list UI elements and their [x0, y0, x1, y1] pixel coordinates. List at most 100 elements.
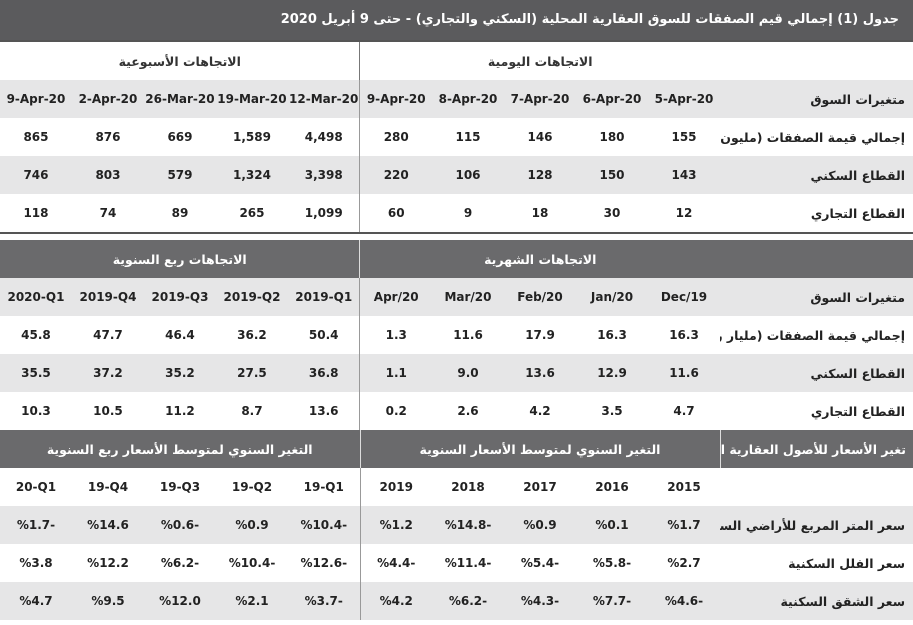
- group-row: تغير الأسعار للأصول العقارية السكنيةالتغ…: [0, 430, 913, 468]
- cell-value: %14.6: [87, 518, 129, 532]
- column-header: 2019-Q4: [79, 290, 137, 304]
- group-header: التغير السنوي لمتوسط الأسعار السنوية: [359, 430, 720, 468]
- column-header: 5-Apr-20: [654, 92, 714, 106]
- cell-value: 4.7: [673, 404, 695, 418]
- cell-value: %9.5: [91, 594, 125, 608]
- section-table: الاتجاهات الشهرية الاتجاهات ربع السنوية مت…: [0, 240, 913, 430]
- column-header: 2019-Q1: [295, 290, 353, 304]
- cell-value: %12.6-: [300, 556, 348, 570]
- column-header: 7-Apr-20: [510, 92, 570, 106]
- data-row: القطاع السكني 143 150 128 106 220 3,398 1,324 57…: [0, 156, 913, 194]
- group-header: الاتجاهات اليومية: [359, 40, 720, 80]
- group-header: الاتجاهات ربع السنوية: [0, 240, 360, 278]
- data-row: سعر المتر المربع للأراضي السكنية %1.7 %0.1…: [0, 506, 913, 544]
- column-header: 6-Apr-20: [582, 92, 642, 106]
- column-header: 20-Q1: [15, 480, 57, 494]
- column-header: 2015: [667, 480, 701, 494]
- column-header: 2019-Q3: [151, 290, 209, 304]
- cell-value: 4,498: [304, 130, 343, 144]
- column-header: 19-Q4: [87, 480, 129, 494]
- cell-value: 13.6: [308, 404, 339, 418]
- cell-value: %2.1: [235, 594, 269, 608]
- cell-value: 4.2: [529, 404, 551, 418]
- cell-value: 17.9: [525, 328, 555, 342]
- cell-value: %5.4-: [520, 556, 560, 570]
- data-row: القطاع السكني 11.6 12.9 13.6 9.0 1.1 36.8 27.5 3…: [0, 354, 913, 392]
- column-header: 2-Apr-20: [78, 92, 138, 106]
- data-row: القطاع التجاري 12 30 18 9 60 1,099 265 89 74 118: [0, 194, 913, 233]
- cell-value: 8.7: [241, 404, 263, 418]
- cell-value: 27.5: [237, 366, 267, 380]
- cell-value: 37.2: [93, 366, 123, 380]
- cell-value: %2.7: [667, 556, 701, 570]
- cell-value: 12: [675, 206, 693, 220]
- column-header: 2020-Q1: [7, 290, 65, 304]
- cell-value: 36.8: [308, 366, 339, 380]
- section-title: [720, 40, 913, 80]
- cell-value: 1,099: [304, 206, 343, 220]
- cell-value: 180: [599, 130, 625, 144]
- cell-value: 3,398: [304, 168, 343, 182]
- column-header: 26-Mar-20: [145, 92, 215, 106]
- column-header: 9-Apr-20: [6, 92, 66, 106]
- column-header: 2019: [359, 468, 432, 506]
- cell-value: 746: [23, 168, 49, 182]
- cell-value: 0.2: [359, 392, 432, 430]
- cell-value: 35.2: [165, 366, 195, 380]
- cell-value: 16.3: [597, 328, 627, 342]
- column-header: 8-Apr-20: [438, 92, 498, 106]
- cell-value: %4.4-: [359, 544, 432, 582]
- column-label: متغيرات السوق: [810, 91, 905, 107]
- cell-value: %7.7-: [592, 594, 632, 608]
- cell-value: 1,324: [232, 168, 271, 182]
- row-label: إجمالي قيمة الصفقات (مليار ريال): [720, 327, 905, 343]
- cell-value: 1.3: [359, 316, 432, 354]
- row-label: القطاع السكني: [810, 167, 905, 183]
- data-row: سعر الشقق السكنية %4.6- %7.7- %4.3- %6.2- %4.…: [0, 582, 913, 620]
- data-row: إجمالي قيمة الصفقات (مليون ريال) 155 180 14…: [0, 118, 913, 156]
- cell-value: 12.9: [597, 366, 627, 380]
- cell-value: 11.6: [453, 328, 483, 342]
- cell-value: %12.2: [87, 556, 129, 570]
- cell-value: 1,589: [232, 130, 271, 144]
- cell-value: 146: [527, 130, 553, 144]
- cell-value: %6.2-: [448, 594, 488, 608]
- column-header: 2016: [595, 480, 629, 494]
- column-label: متغيرات السوق: [810, 289, 905, 305]
- column-header: Dec/19: [660, 290, 708, 304]
- group-header: الاتجاهات الشهرية: [359, 240, 720, 278]
- cell-value: 30: [603, 206, 621, 220]
- column-header-row: 2015 2016 2017 2018 2019 19-Q1 19-Q2 19-Q3 19-Q4…: [0, 468, 913, 506]
- table-title: جدول (1) إجمالي قيم الصفقات للسوق العقار…: [0, 0, 913, 40]
- cell-value: 876: [95, 130, 121, 144]
- cell-value: 115: [455, 130, 481, 144]
- section-table: الاتجاهات اليومية الاتجاهات الأسبوعية متغي…: [0, 40, 913, 234]
- cell-value: %4.2: [359, 582, 432, 620]
- cell-value: 13.6: [525, 366, 555, 380]
- column-header-row: متغيرات السوق Dec/19 Jan/20 Feb/20 Mar/20 Apr…: [0, 278, 913, 316]
- cell-value: 803: [95, 168, 121, 182]
- cell-value: 579: [167, 168, 193, 182]
- cell-value: %0.9: [235, 518, 269, 532]
- column-header: Mar/20: [444, 290, 492, 304]
- cell-value: 18: [531, 206, 549, 220]
- cell-value: 9.0: [457, 366, 479, 380]
- cell-value: 2.6: [457, 404, 479, 418]
- cell-value: 89: [171, 206, 189, 220]
- cell-value: 128: [527, 168, 553, 182]
- cell-value: 45.8: [21, 328, 51, 342]
- cell-value: 150: [599, 168, 625, 182]
- cell-value: %6.2-: [160, 556, 200, 570]
- data-row: إجمالي قيمة الصفقات (مليار ريال) 16.3 16.3…: [0, 316, 913, 354]
- cell-value: 16.3: [669, 328, 699, 342]
- cell-value: %12.0: [159, 594, 201, 608]
- section-table: تغير الأسعار للأصول العقارية السكنيةالتغ…: [0, 430, 913, 620]
- row-label: إجمالي قيمة الصفقات (مليون ريال): [720, 129, 905, 145]
- cell-value: 11.2: [165, 404, 195, 418]
- cell-value: %11.4-: [444, 556, 492, 570]
- cell-value: %3.7-: [304, 594, 343, 608]
- data-row: القطاع التجاري 4.7 3.5 4.2 2.6 0.2 13.6 8.7 11.2…: [0, 392, 913, 430]
- cell-value: %1.2: [359, 506, 432, 544]
- group-row: الاتجاهات الشهرية الاتجاهات ربع السنوية: [0, 240, 913, 278]
- cell-value: %1.7: [667, 518, 701, 532]
